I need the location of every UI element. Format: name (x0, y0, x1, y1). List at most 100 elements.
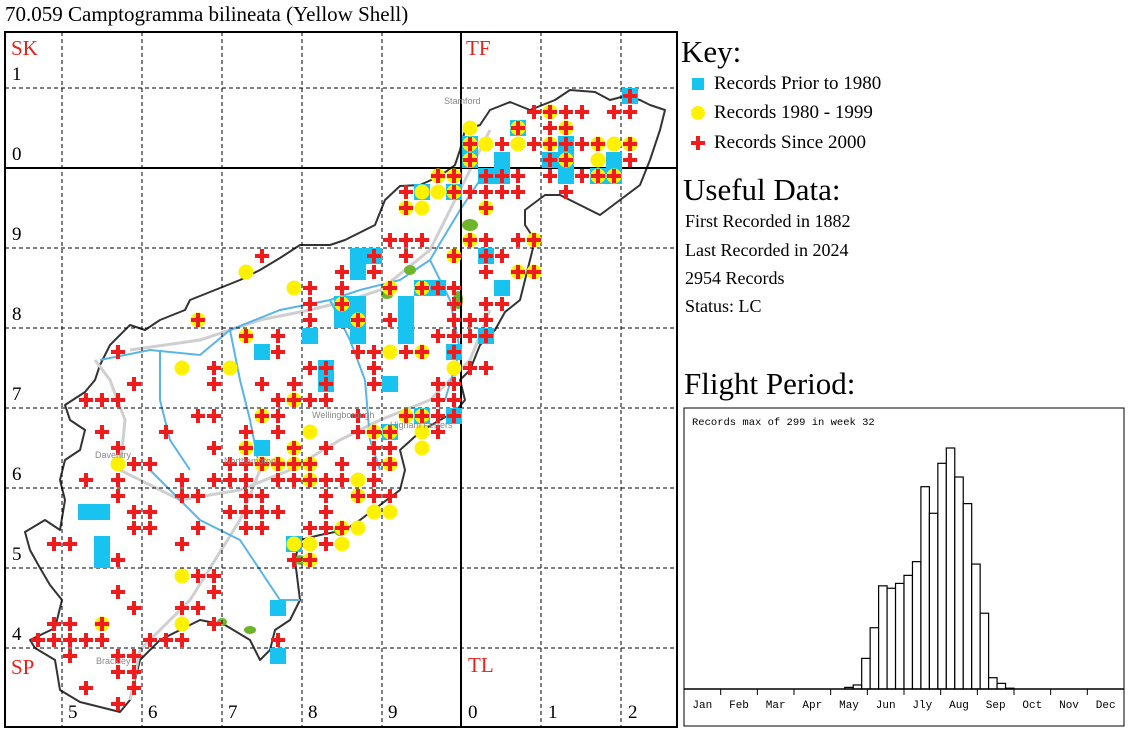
since-2000-cross (527, 105, 541, 119)
record-marker (174, 616, 190, 632)
blue-square-icon (690, 76, 706, 92)
record-marker (559, 185, 573, 199)
record-marker (335, 473, 349, 487)
record-marker (95, 393, 109, 407)
pre-1980-square (334, 312, 350, 328)
record-marker (63, 649, 77, 663)
since-2000-cross (175, 601, 189, 615)
since-2000-cross (527, 137, 541, 151)
1980-1999-circle (414, 184, 430, 200)
record-marker (510, 136, 526, 152)
record-marker (239, 489, 253, 503)
record-marker (191, 489, 205, 503)
since-2000-cross (223, 473, 237, 487)
record-marker (430, 168, 446, 184)
1980-1999-circle (430, 184, 446, 200)
since-2000-cross (415, 281, 429, 295)
record-marker (542, 136, 558, 152)
since-2000-cross (543, 137, 557, 151)
record-marker (94, 616, 110, 632)
since-2000-cross (479, 169, 493, 183)
since-2000-cross (287, 473, 301, 487)
record-marker (79, 681, 93, 695)
since-2000-cross (447, 281, 461, 295)
record-marker (47, 537, 61, 551)
record-marker (446, 184, 462, 200)
since-2000-cross (111, 473, 125, 487)
record-marker (543, 121, 557, 135)
record-marker (271, 393, 285, 407)
since-2000-cross (255, 505, 269, 519)
pre-1980-square (94, 552, 110, 568)
record-marker (383, 441, 397, 455)
month-label: Sep (986, 700, 1006, 712)
since-2000-cross (287, 441, 301, 455)
since-2000-cross (303, 553, 317, 567)
since-2000-cross (111, 697, 125, 711)
record-marker (302, 472, 318, 488)
since-2000-cross (47, 633, 61, 647)
record-marker (350, 472, 366, 488)
record-marker (207, 377, 221, 391)
record-marker (495, 185, 509, 199)
since-2000-cross (111, 585, 125, 599)
since-2000-cross (511, 121, 525, 135)
month-label: Oct (1022, 700, 1042, 712)
record-marker (350, 312, 366, 328)
1980-1999-circle (414, 440, 430, 456)
record-marker (351, 409, 365, 423)
since-2000-cross (319, 473, 333, 487)
since-2000-cross (159, 425, 173, 439)
record-marker (127, 649, 141, 663)
record-marker (526, 232, 542, 248)
record-marker (367, 361, 381, 375)
record-marker (286, 456, 302, 472)
legend-label: Records 1980 - 1999 (714, 102, 873, 123)
1980-1999-circle (174, 360, 190, 376)
since-2000-cross (511, 169, 525, 183)
record-marker (383, 313, 397, 327)
record-marker (558, 152, 574, 168)
since-2000-cross (111, 393, 125, 407)
record-marker (239, 521, 253, 535)
since-2000-cross (111, 345, 125, 359)
town-label: Northampton (224, 456, 277, 466)
key-heading: Key: (681, 34, 742, 69)
month-label: Jan (692, 700, 712, 712)
bar-week-28 (911, 561, 922, 690)
since-2000-cross (207, 361, 221, 375)
1980-1999-circle (606, 136, 622, 152)
record-marker (271, 329, 285, 343)
record-marker (254, 408, 270, 424)
record-marker (479, 297, 493, 311)
1980-1999-circle (110, 456, 126, 472)
record-marker (111, 393, 125, 407)
since-2000-cross (319, 521, 333, 535)
since-2000-cross (367, 457, 381, 471)
record-marker (398, 312, 414, 328)
record-marker (222, 360, 238, 376)
since-2000-cross (447, 313, 461, 327)
record-marker (351, 425, 365, 439)
since-2000-cross (175, 473, 189, 487)
record-marker (350, 296, 366, 312)
record-marker (303, 361, 317, 375)
col-label: 5 (68, 702, 78, 723)
pre-1980-square (382, 376, 398, 392)
record-marker (111, 441, 125, 455)
record-marker (447, 393, 461, 407)
last-recorded: Last Recorded in 2024 (685, 240, 849, 260)
record-marker (271, 425, 285, 439)
record-marker (350, 248, 366, 264)
since-2000-cross (495, 185, 509, 199)
record-marker (79, 473, 93, 487)
since-2000-cross (303, 457, 317, 471)
record-marker (143, 505, 157, 519)
since-2000-cross (415, 345, 429, 359)
since-2000-cross (271, 505, 285, 519)
since-2000-cross (479, 313, 493, 327)
record-marker (527, 137, 541, 151)
since-2000-cross (383, 233, 397, 247)
month-ticks: Jan Feb Mar Apr May Jun Jly Aug Sep Oct Nov Dec (692, 689, 1116, 712)
record-marker (319, 489, 333, 503)
